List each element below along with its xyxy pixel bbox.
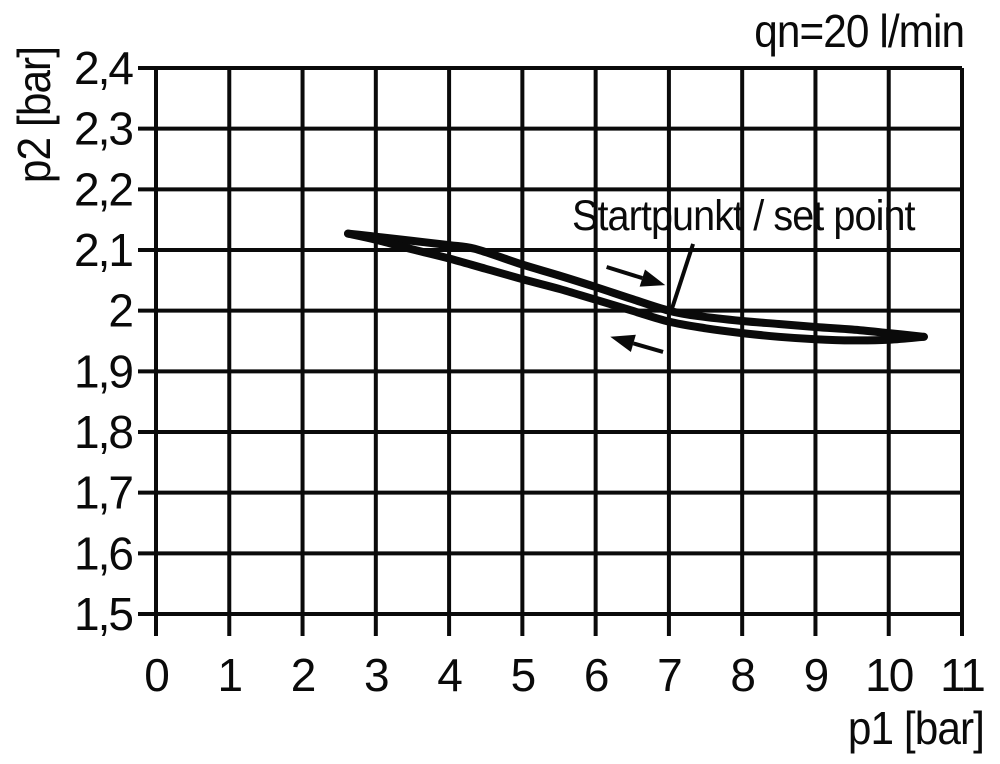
x-tick-label-6: 6 [584,649,608,701]
x-tick-label-8: 8 [730,649,754,701]
x-tick-label-9: 9 [804,649,828,701]
x-tick-label-1: 1 [217,649,241,701]
x-tick-label-11: 11 [940,649,984,701]
y-tick-label-2,1: 2,1 [74,224,132,276]
chart-title: qn=20 l/min [754,5,965,57]
direction-arrow-right-shaft [606,265,643,280]
y-tick-label-2,3: 2,3 [74,103,132,155]
y-tick-label-1,6: 1,6 [74,527,132,579]
x-tick-label-4: 4 [437,649,462,701]
x-tick-label-5: 5 [511,649,535,701]
x-tick-label-3: 3 [364,649,388,701]
x-axis-title: p1 [bar] [847,702,985,754]
direction-arrow-left-shaft [632,341,664,354]
y-tick-label-2: 2 [108,285,132,337]
y-tick-label-1,5: 1,5 [74,588,132,640]
x-tick-label-0: 0 [144,649,168,701]
x-tick-label-10: 10 [865,649,913,701]
y-tick-label-2,2: 2,2 [74,163,132,215]
y-tick-label-1,8: 1,8 [74,406,132,458]
y-tick-label-1,9: 1,9 [74,345,132,397]
y-tick-label-1,7: 1,7 [74,467,132,519]
curve-upper-branch-through-set-point [344,229,928,341]
direction-arrow-left-head [610,334,636,353]
y-axis-title: p2 [bar] [8,46,60,184]
x-tick-label-7: 7 [657,649,681,701]
y-tick-label-2,4: 2,4 [74,42,133,94]
curve-lower-return-branch [344,229,928,345]
direction-arrow-right-head [639,269,666,287]
x-tick-label-2: 2 [291,649,315,701]
set-point-annotation-label: Startpunkt / set point [572,192,916,240]
set-point-leader-line [669,243,695,312]
